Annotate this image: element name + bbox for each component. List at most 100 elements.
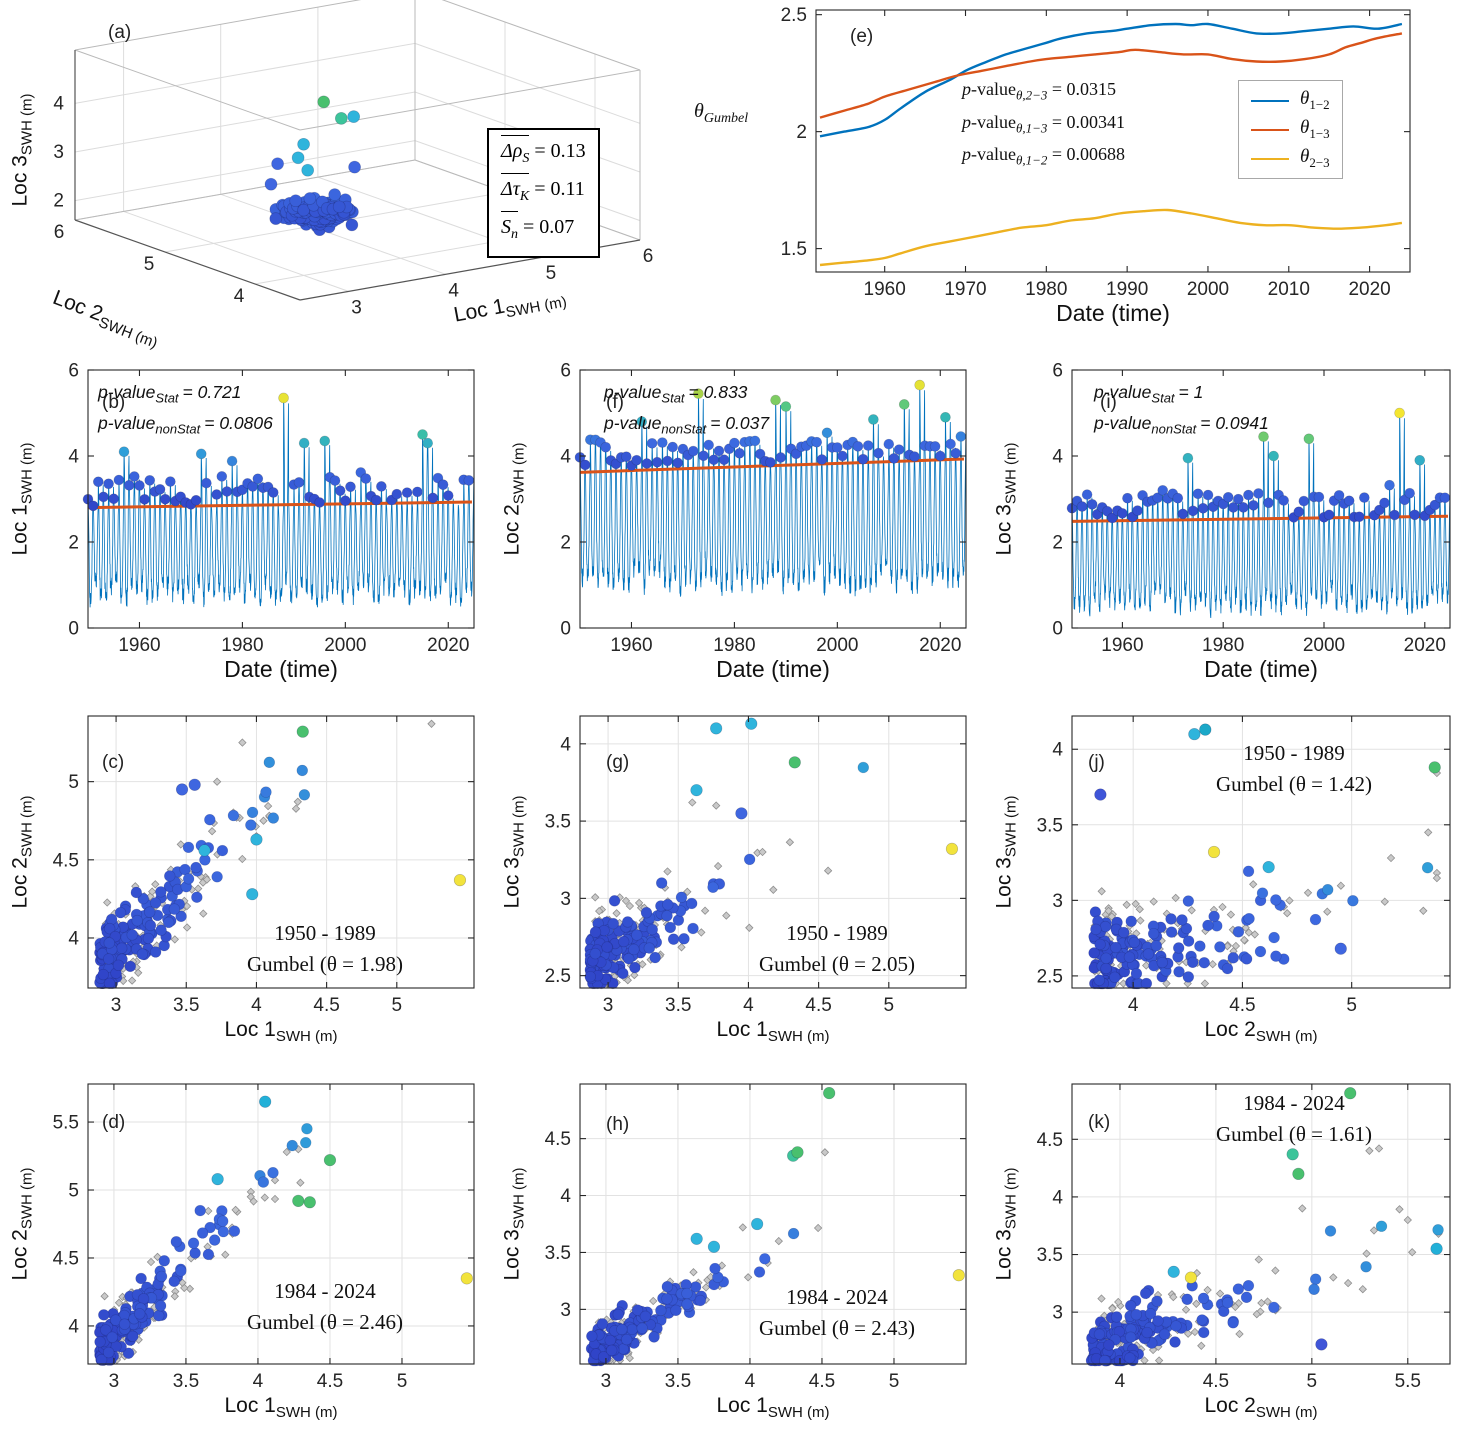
svg-text:6: 6 [54, 222, 65, 243]
pvalue-label: p-value [604, 412, 662, 433]
svg-text:5: 5 [546, 263, 557, 284]
x-axis-label-main: Loc 1 [716, 1018, 768, 1041]
svg-text:4.5: 4.5 [1037, 1130, 1063, 1151]
svg-text:5.5: 5.5 [1395, 1371, 1421, 1392]
scatter-chart-c: 3 3.5 4 4.5 5 4 4.5 5 [53, 715, 475, 1016]
svg-text:0: 0 [68, 619, 79, 640]
p-italic: p [962, 144, 971, 165]
dependence-stats-box: ΔρS = 0.13 ΔτK = 0.11 Sn = 0.07 [487, 128, 600, 258]
caption-gumbel: Gumbel (θ = 2.43) [758, 1316, 916, 1340]
svg-text:2020: 2020 [1404, 635, 1446, 656]
svg-text:3: 3 [351, 297, 362, 318]
svg-text:3: 3 [53, 142, 64, 163]
pvalue-sub: nonStat [1151, 421, 1197, 436]
panel-label-j: (j) [1088, 752, 1105, 773]
pvalue-sub: nonStat [155, 421, 201, 436]
svg-text:5: 5 [889, 1371, 900, 1392]
svg-text:4.5: 4.5 [1229, 995, 1255, 1016]
pvalue-label: p-value [1094, 412, 1152, 433]
p-italic: p [962, 111, 971, 132]
panel-e: 1960 1970 1980 1990 2000 2010 2020 1.5 2 2.5 (e) … [694, 0, 1475, 348]
svg-text:2.5: 2.5 [781, 5, 807, 26]
pvalue-sub: θ,1−2 [1015, 152, 1048, 168]
stat-row: ΔτK = 0.11 [501, 173, 586, 211]
timeseries-chart-loc3: 1960 1980 2000 2020 0 2 4 6 [1052, 361, 1451, 656]
y-axis-label: Loc 3SWH (m) [500, 1167, 527, 1280]
x-axis-label: Date (time) [816, 300, 1410, 327]
pvalue-sub: Stat [155, 390, 179, 406]
pvalue-val: = 1 [1178, 382, 1204, 402]
stat-value: = 0.11 [529, 178, 585, 200]
y-axis-label: Loc 3SWH (m) [992, 795, 1019, 908]
3d-scatter-chart: 3 4 5 6 4 5 6 2 3 4 [53, 0, 654, 318]
svg-text:1960: 1960 [610, 635, 652, 656]
svg-text:3: 3 [1052, 1303, 1063, 1324]
stat-subscript: S [522, 151, 530, 166]
panel-g: 3 3.5 4 4.5 5 2.5 3 3.5 4 (g) Loc 3SWH (m) Loc 1… [492, 700, 984, 1068]
pvalue-label: p-value [604, 382, 662, 402]
svg-text:5: 5 [392, 995, 403, 1016]
svg-text:2020: 2020 [1348, 279, 1390, 300]
x-axis-label-text: Date (time) [1056, 300, 1170, 326]
svg-text:2: 2 [1052, 533, 1063, 554]
svg-text:4: 4 [1052, 447, 1063, 468]
pvalue-text: -value [971, 79, 1016, 99]
stat-row: Sn = 0.07 [501, 211, 586, 249]
svg-text:2.5: 2.5 [1037, 966, 1063, 987]
scatter-chart-d: 3 3.5 4 4.5 5 4 4.5 5 5.5 [53, 1083, 475, 1392]
pvalue-label: p-value [1094, 382, 1152, 402]
svg-text:6: 6 [1052, 361, 1063, 382]
svg-text:2000: 2000 [1187, 279, 1229, 300]
svg-text:2020: 2020 [919, 635, 961, 656]
svg-text:5: 5 [144, 254, 155, 275]
y-axis-label-sub: SWH (m) [1002, 1167, 1020, 1230]
svg-text:5: 5 [884, 995, 895, 1016]
svg-text:4.5: 4.5 [53, 850, 79, 871]
svg-text:1980: 1980 [221, 635, 263, 656]
svg-text:4.5: 4.5 [545, 1129, 571, 1150]
period-caption: 1984 - 2024 Gumbel (θ = 2.46) [190, 1276, 460, 1338]
theta-lines-chart: 1960 1970 1980 1990 2000 2010 2020 1.5 2 2.5 [781, 5, 1411, 300]
svg-text:3.5: 3.5 [545, 812, 571, 833]
svg-text:2000: 2000 [816, 635, 858, 656]
svg-text:2000: 2000 [324, 635, 366, 656]
caption-period: 1984 - 2024 [1243, 1091, 1345, 1115]
y-axis-label-main: Loc 2 [8, 857, 32, 909]
legend-label: θ2−3 [1300, 146, 1330, 170]
x-axis-label: Date (time) [88, 656, 474, 683]
stat-row: ΔρS = 0.13 [501, 135, 586, 173]
y-axis-label-sub: SWH (m) [1002, 442, 1020, 505]
stat-subscript: K [519, 189, 530, 204]
svg-text:6: 6 [560, 361, 571, 382]
svg-text:3: 3 [603, 995, 614, 1016]
y-axis-label-sub: SWH (m) [1002, 795, 1020, 858]
z-axis-label: Loc 3SWH (m) [8, 93, 35, 206]
svg-text:5: 5 [68, 772, 79, 793]
svg-text:3: 3 [109, 1371, 120, 1392]
pvalue-stat: p-valueStat = 0.833 [604, 380, 769, 411]
svg-text:4: 4 [1052, 740, 1063, 761]
x-axis-label-sub: SWH (m) [1255, 1028, 1318, 1046]
period-caption: 1984 - 2024 Gumbel (θ = 1.61) [1154, 1088, 1434, 1150]
x-axis-label-main: Loc 1 [224, 1394, 276, 1417]
pvalue-val: = 0.00688 [1047, 144, 1126, 165]
svg-text:4: 4 [745, 1371, 756, 1392]
x-axis-label-text: Date (time) [224, 656, 338, 682]
svg-text:3: 3 [560, 889, 571, 910]
y-axis-label-main: Loc 3 [992, 857, 1016, 909]
caption-period: 1950 - 1989 [786, 921, 888, 945]
y-axis-label: Loc 3SWH (m) [992, 1167, 1019, 1280]
period-caption: 1950 - 1989 Gumbel (θ = 2.05) [702, 918, 972, 980]
y-axis-label-main: Loc 3 [500, 1229, 524, 1281]
svg-text:4: 4 [68, 447, 79, 468]
svg-text:4.5: 4.5 [1203, 1371, 1229, 1392]
pvalue-nonstat: p-valuenonStat = 0.0806 [98, 411, 273, 442]
svg-text:2020: 2020 [427, 635, 469, 656]
svg-text:6: 6 [643, 246, 654, 267]
panel-d: 3 3.5 4 4.5 5 4 4.5 5 5.5 (d) Loc 2SWH (m) Loc 1… [0, 1068, 492, 1449]
scatter-chart-k: 4 4.5 5 5.5 3 3.5 4 4.5 [1037, 1083, 1451, 1392]
x-axis-label: Loc 1SWH (m) [88, 1394, 474, 1421]
x-axis-label-sub: SWH (m) [1255, 1404, 1318, 1422]
svg-text:5: 5 [1346, 995, 1357, 1016]
